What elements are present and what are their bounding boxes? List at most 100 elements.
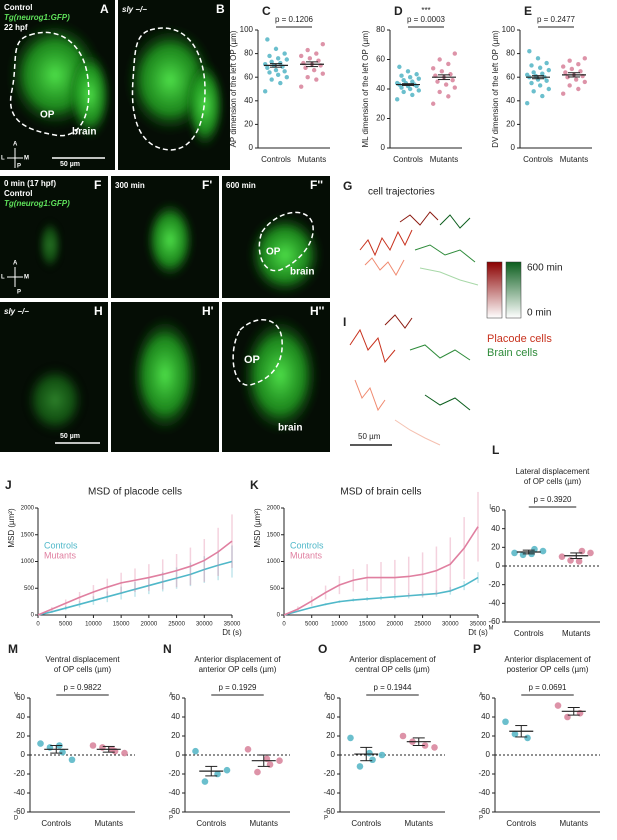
series-line [37,560,233,616]
data-point [273,67,279,73]
y-tick-label: -20 [478,769,490,778]
y-axis-label: ML dimension of the left OP (µm) [361,30,370,147]
data-point [540,71,545,76]
panel-letter: D [394,4,403,18]
data-point [576,86,581,92]
legend-label: Controls [44,540,78,550]
data-point [587,549,594,557]
data-point [244,746,252,753]
data-point [263,89,268,94]
data-point [254,768,261,776]
y-tick-label: -60 [488,617,500,626]
compass-label: A [13,261,18,267]
legend-gradient [505,261,522,319]
data-point [446,61,451,67]
legend-label: Mutants [44,550,77,560]
label: 50 µm [60,161,80,168]
y-tick-label: 0 [277,613,281,619]
legend-label: 0 min [527,308,551,319]
data-point [407,75,413,80]
data-point [265,65,270,70]
y-tick-label: -60 [478,807,490,816]
data-point [369,756,376,764]
x-tick-label: 15000 [359,622,376,628]
data-point [410,92,415,98]
p-value: p = 0.3920 [533,495,572,504]
signal [25,365,85,435]
data-point [273,46,279,52]
op-outline [9,31,90,137]
x-tick-label: 0 [282,622,286,628]
data-point [431,744,438,751]
data-point [282,51,287,56]
data-point [397,64,402,70]
y-tick-label: 40 [376,84,385,93]
y-tick-label: -20 [168,769,180,778]
y-tick-label: 0 [331,750,336,759]
data-point [59,748,66,756]
data-point [269,59,274,65]
compass-label: M [24,156,29,162]
label: 0 min (17 hpf) [4,179,56,188]
y-tick-label: -40 [168,788,180,797]
y-tick-label: 0 [31,613,35,619]
data-point [573,77,579,82]
data-point [567,83,572,88]
signal [185,60,225,150]
data-point [561,91,566,96]
y-tick-label: -60 [13,807,25,816]
x-axis-label: Dt (s) [468,628,488,637]
y-tick-label: 1000 [267,559,281,565]
track [399,211,439,226]
y-tick-label: 20 [326,731,335,740]
y-axis-label: DV dimension of the left OP (µm) [491,30,500,148]
signal [38,220,62,270]
data-point [511,549,518,557]
y-tick-label: 0 [486,750,491,759]
panel-letter: F'' [310,178,323,192]
p-value: p = 0.0691 [528,683,567,692]
panel-letter: C [262,4,271,18]
axis-direction: L [489,505,493,511]
x-tick-label: 5000 [305,622,319,628]
data-point [529,80,534,86]
y-tick-label: 0 [249,143,254,152]
legend-label: Placode cells [487,333,552,345]
data-point [299,53,304,59]
data-point [539,547,547,555]
data-point [565,75,570,80]
label: brain [72,127,96,138]
y-tick-label: 0 [21,750,26,759]
x-tick-label: 10000 [85,622,102,628]
data-point [537,65,543,70]
x-tick-label: Controls [196,819,226,828]
data-point [537,83,543,88]
axis-direction: P [479,816,483,822]
data-point [502,718,509,726]
p-value: p = 0.0003 [407,15,446,24]
data-point [37,740,44,747]
data-point [278,80,283,86]
data-point [320,41,325,47]
chart-title: MSD of placode cells [88,487,182,498]
signal [145,200,195,280]
data-point [511,730,519,738]
panel-letter: H' [202,304,214,318]
data-point [275,56,281,61]
data-point [284,75,289,80]
x-tick-label: Controls [514,629,544,638]
panel-letter: K [250,478,259,492]
panel-letter: A [100,2,109,16]
label: sly −/− [4,307,29,316]
y-tick-label: 40 [16,712,25,721]
x-tick-label: 35000 [224,622,241,628]
x-tick-label: Mutants [250,819,278,828]
data-point [435,79,440,84]
data-point [347,734,354,742]
data-point [299,84,304,89]
x-tick-label: 5000 [59,622,73,628]
axis-direction: M [489,626,494,632]
compass-label: A [13,142,18,148]
data-point [269,77,274,82]
signal [68,50,112,140]
